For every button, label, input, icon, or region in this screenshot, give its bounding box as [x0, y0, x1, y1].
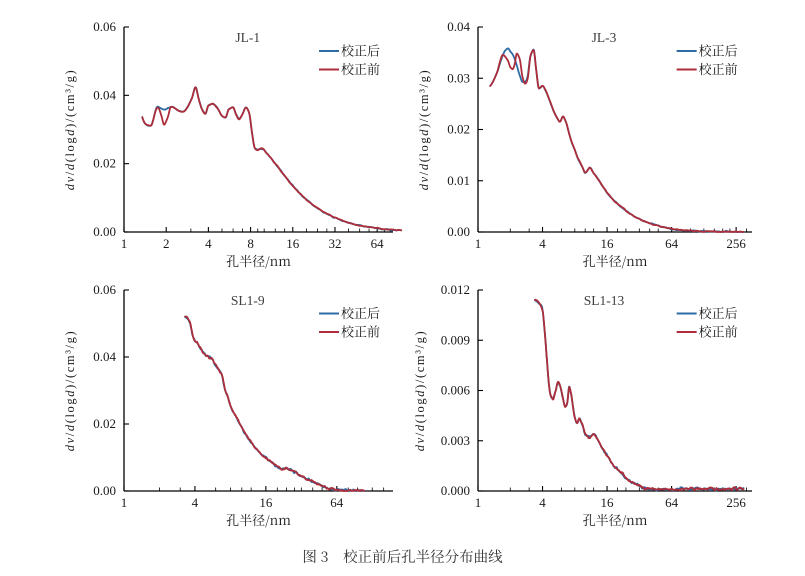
- svg-text:0.04: 0.04: [93, 87, 116, 102]
- svg-text:校正后: 校正后: [699, 40, 738, 59]
- svg-text:0.006: 0.006: [441, 383, 471, 398]
- svg-text:dv/d(logd)/(cm³/g): dv/d(logd)/(cm³/g): [63, 69, 77, 190]
- svg-text:0.01: 0.01: [447, 173, 470, 188]
- svg-text:孔半径/nm: 孔半径/nm: [583, 510, 648, 529]
- svg-text:图 3 校正前后孔半径分布曲线: 图 3 校正前后孔半径分布曲线: [302, 546, 503, 567]
- svg-text:0.000: 0.000: [441, 483, 470, 498]
- svg-text:1: 1: [121, 495, 128, 510]
- svg-text:0.02: 0.02: [447, 122, 470, 137]
- svg-text:孔半径/nm: 孔半径/nm: [226, 510, 291, 529]
- svg-text:0.012: 0.012: [441, 282, 470, 297]
- svg-text:4: 4: [539, 236, 546, 251]
- svg-text:16: 16: [601, 236, 615, 251]
- svg-text:孔半径/nm: 孔半径/nm: [583, 251, 648, 270]
- svg-text:0.04: 0.04: [93, 349, 116, 364]
- svg-text:校正后: 校正后: [699, 303, 738, 322]
- svg-text:4: 4: [192, 495, 199, 510]
- svg-text:256: 256: [726, 495, 746, 510]
- svg-text:64: 64: [665, 236, 679, 251]
- svg-text:1: 1: [121, 236, 128, 251]
- svg-text:0.00: 0.00: [93, 224, 116, 239]
- svg-text:64: 64: [371, 236, 385, 251]
- svg-text:0.00: 0.00: [447, 224, 470, 239]
- svg-text:32: 32: [328, 236, 341, 251]
- svg-text:64: 64: [330, 495, 344, 510]
- svg-text:256: 256: [726, 236, 746, 251]
- svg-text:校正前: 校正前: [341, 59, 380, 78]
- svg-text:0.02: 0.02: [93, 416, 116, 431]
- svg-text:JL-1: JL-1: [235, 30, 260, 45]
- svg-text:0.04: 0.04: [447, 19, 470, 34]
- svg-text:dv/d(logd)/(cm³/g): dv/d(logd)/(cm³/g): [413, 330, 427, 451]
- svg-text:4: 4: [539, 495, 546, 510]
- svg-text:校正后: 校正后: [341, 40, 380, 59]
- svg-text:孔半径/nm: 孔半径/nm: [226, 251, 291, 270]
- svg-text:0.003: 0.003: [441, 433, 470, 448]
- svg-text:0.00: 0.00: [93, 483, 116, 498]
- svg-text:64: 64: [665, 495, 679, 510]
- svg-text:校正后: 校正后: [341, 303, 380, 322]
- svg-text:0.06: 0.06: [93, 282, 116, 297]
- svg-text:校正前: 校正前: [341, 322, 380, 341]
- svg-text:16: 16: [259, 495, 273, 510]
- svg-text:JL-3: JL-3: [592, 30, 617, 45]
- svg-text:1: 1: [475, 236, 482, 251]
- svg-text:0.06: 0.06: [93, 19, 116, 34]
- svg-text:dv/d(logd)/(cm³/g): dv/d(logd)/(cm³/g): [417, 69, 431, 190]
- svg-text:16: 16: [601, 495, 615, 510]
- svg-text:4: 4: [205, 236, 212, 251]
- svg-text:0.009: 0.009: [441, 332, 470, 347]
- svg-text:16: 16: [286, 236, 300, 251]
- svg-text:校正前: 校正前: [699, 59, 738, 78]
- svg-text:dv/d(logd)/(cm³/g): dv/d(logd)/(cm³/g): [63, 330, 77, 451]
- svg-text:1: 1: [475, 495, 482, 510]
- svg-text:SL1-13: SL1-13: [584, 293, 625, 308]
- svg-text:0.02: 0.02: [93, 156, 116, 171]
- svg-text:8: 8: [247, 236, 254, 251]
- svg-text:2: 2: [163, 236, 170, 251]
- svg-text:校正前: 校正前: [699, 322, 738, 341]
- svg-text:0.03: 0.03: [447, 70, 470, 85]
- svg-text:SL1-9: SL1-9: [231, 293, 265, 308]
